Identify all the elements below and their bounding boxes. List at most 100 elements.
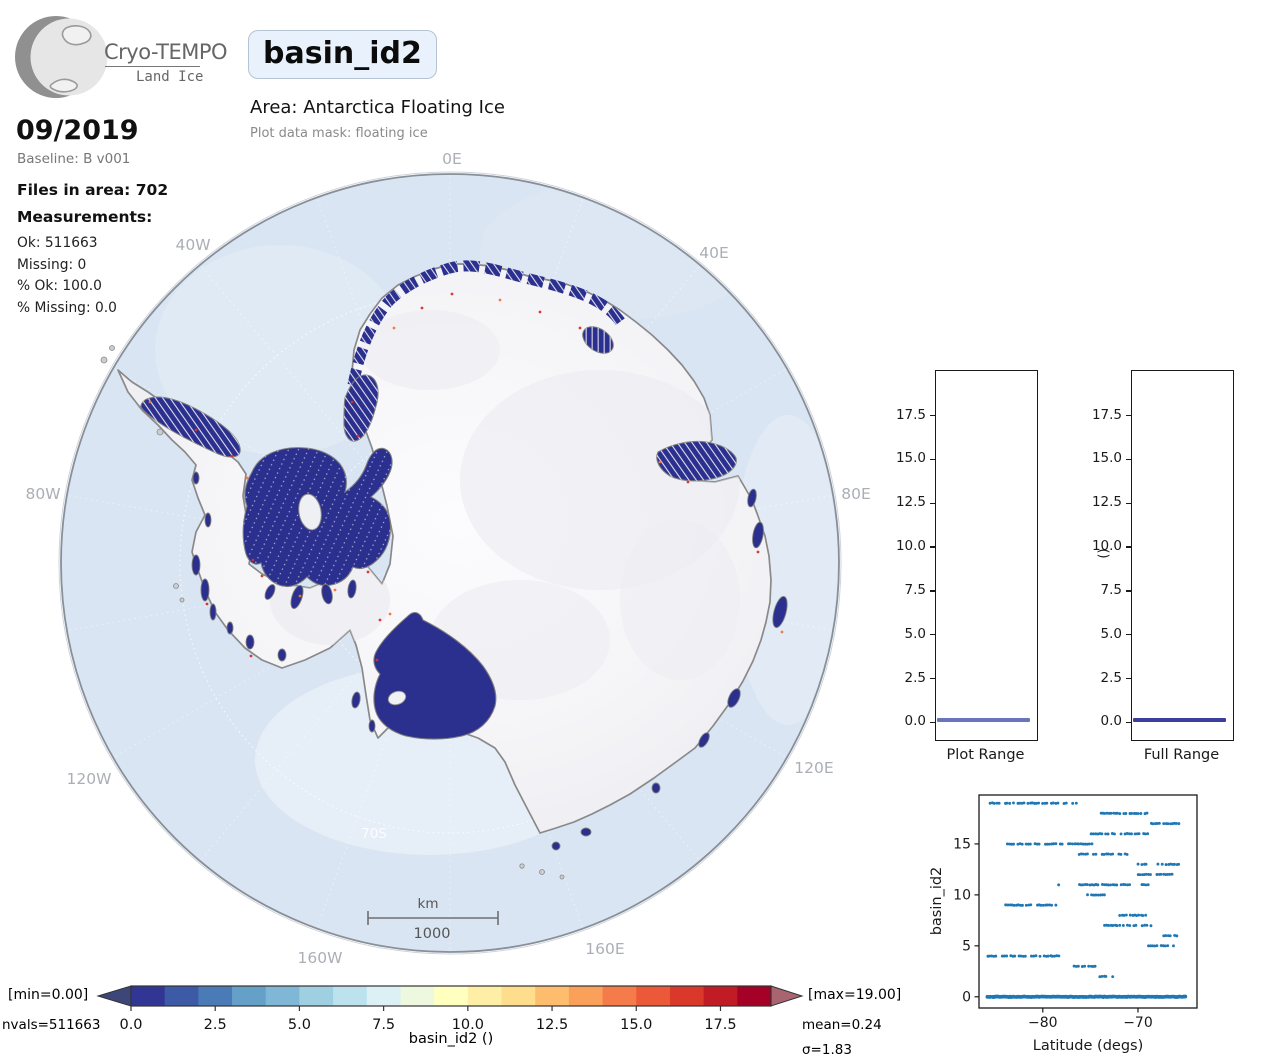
grid-labels: 0E 40E 80E 120E 160E 160W 120W 80W 40W (25, 150, 870, 967)
plot-range-title: Plot Range (946, 747, 1025, 763)
colorbar-min-label: [min=0.00] (8, 987, 89, 1003)
mask-subtitle: Plot data mask: floating ice (250, 126, 428, 141)
latitude-scatter-plot: −80 −70 0 5 10 15 Latitude (degs) basin_id2 (929, 794, 1198, 1054)
range-panel-ytick: 5.0 (1100, 625, 1122, 642)
grid-label-120e: 120E (794, 759, 833, 777)
svg-text:15.0: 15.0 (620, 1017, 652, 1033)
range-panel-ytick-mark (1125, 590, 1131, 592)
range-panel-ytick: 0.0 (904, 713, 926, 730)
scale-bar-value: 1000 (414, 926, 451, 942)
range-panel-ytick: 2.5 (904, 669, 926, 686)
svg-text:5: 5 (962, 938, 971, 954)
range-panel-ytick: 12.5 (895, 494, 926, 511)
svg-text:10.0: 10.0 (452, 1017, 484, 1033)
colorbar-sigma-label: σ=1.83 (802, 1042, 852, 1058)
range-panel-ytick-mark (1125, 414, 1131, 417)
stat-missing: Missing: 0 (17, 257, 87, 273)
range-panel-ytick: 2.5 (1100, 669, 1122, 686)
stat-pct-missing: % Missing: 0.0 (17, 300, 117, 316)
brand-subtitle: Land Ice (136, 69, 204, 85)
area-subtitle: Area: Antarctica Floating Ice (250, 97, 505, 118)
colorbar-mean-label: mean=0.24 (802, 1017, 882, 1033)
range-panel-ytick: 10.0 (1091, 538, 1122, 555)
grid-label-80e: 80E (841, 485, 871, 503)
range-panel-ytick-mark (929, 458, 935, 461)
range-panel-ytick-mark (1125, 546, 1131, 548)
range-panel-ytick-mark (929, 502, 935, 504)
range-panel-ytick: 17.5 (1091, 406, 1122, 423)
range-panel-ytick: 7.5 (1100, 581, 1122, 598)
range-panel-ytick-mark (929, 590, 935, 592)
range-panel-ytick: 15.0 (895, 450, 926, 467)
range-panel-distribution-line (1132, 717, 1226, 722)
range-panel-ytick: 7.5 (904, 581, 926, 598)
svg-text:−80: −80 (1028, 1015, 1058, 1031)
range-panel-distribution-line (936, 717, 1030, 722)
svg-text:15: 15 (953, 836, 971, 852)
colorbar: 0.0 2.5 5.0 7.5 10.0 12.5 15.0 17.5 (96, 985, 804, 1033)
svg-text:−70: −70 (1123, 1015, 1153, 1031)
grid-label-40w: 40W (175, 236, 210, 254)
islands (100, 345, 565, 880)
roosevelt-island (387, 690, 407, 706)
brand-name: Cryo-TEMPO (104, 40, 228, 64)
anomaly-specks (148, 292, 784, 662)
scale-bar-unit: km (418, 896, 439, 912)
svg-text:5.0: 5.0 (288, 1017, 311, 1033)
small-coastal-tracks (191, 471, 788, 851)
svg-text:2.5: 2.5 (204, 1017, 227, 1033)
range-panel-ytick: 5.0 (904, 625, 926, 642)
colorbar-max-label: [max=19.00] (808, 987, 902, 1003)
svg-text:0: 0 (962, 989, 971, 1005)
range-panel-ytick-mark (1125, 677, 1131, 680)
range-panel-ytick: 12.5 (1091, 494, 1122, 511)
range-panel-ytick: 10.0 (895, 538, 926, 555)
svg-text:12.5: 12.5 (536, 1017, 568, 1033)
scatter-ylabel: basin_id2 (929, 867, 945, 936)
grid-label-70s: 70S (361, 826, 387, 842)
map-outer-ring (58, 171, 842, 955)
svg-text:10: 10 (953, 887, 971, 903)
colorbar-nvals-label: nvals=511663 (2, 1017, 101, 1033)
range-panel-ytick: 0.0 (1100, 713, 1122, 730)
brand-divider (105, 66, 200, 67)
grid-label-120w: 120W (67, 770, 112, 788)
range-panel-ytick: 15.0 (1091, 450, 1122, 467)
range-panel-ytick-mark (929, 414, 935, 417)
range-panel-ytick-mark (929, 721, 935, 724)
colorbar-axis-label: basin_id2 () (408, 1031, 494, 1047)
stat-pct-ok: % Ok: 100.0 (17, 278, 102, 294)
range-panel-ytick-mark (1125, 458, 1131, 461)
scatter-xlabel: Latitude (degs) (1033, 1038, 1144, 1054)
svg-text:0.0: 0.0 (119, 1017, 142, 1033)
grid-label-160e: 160E (585, 940, 624, 958)
range-panel-ytick-mark (1125, 633, 1131, 636)
full-range-panel (1131, 370, 1234, 741)
range-panel-ytick-mark (1125, 502, 1131, 504)
grid-label-160w: 160W (298, 949, 343, 967)
antarctica-map: 0E 40E 80E 120E 160E 160W 120W 80W 40W 7… (25, 150, 870, 967)
range-panel-ytick-mark (1125, 721, 1131, 724)
range-panel-ytick-mark (929, 633, 935, 636)
range-panel-ytick-mark (929, 677, 935, 680)
svg-text:17.5: 17.5 (704, 1017, 736, 1033)
grid-label-40e: 40E (699, 244, 729, 262)
grid-label-0e: 0E (442, 150, 462, 168)
full-range-title: Full Range (1143, 747, 1220, 763)
svg-text:7.5: 7.5 (372, 1017, 395, 1033)
berkner-island (298, 493, 322, 531)
scatter-axes-box (978, 794, 1198, 1009)
period-label: 09/2019 (16, 115, 139, 146)
files-count: Files in area: 702 (17, 181, 169, 199)
scale-bar (367, 911, 499, 925)
measurements-heading: Measurements: (17, 208, 153, 226)
page-title: basin_id2 (248, 30, 437, 79)
plot-range-panel (935, 370, 1038, 741)
range-panel-ytick-mark (929, 546, 935, 548)
baseline-label: Baseline: B v001 (17, 151, 131, 167)
cryo-tempo-logo-icon (15, 16, 108, 98)
data-track-regions (140, 266, 788, 851)
stat-ok: Ok: 511663 (17, 235, 98, 251)
range-panel-ytick: 17.5 (895, 406, 926, 423)
